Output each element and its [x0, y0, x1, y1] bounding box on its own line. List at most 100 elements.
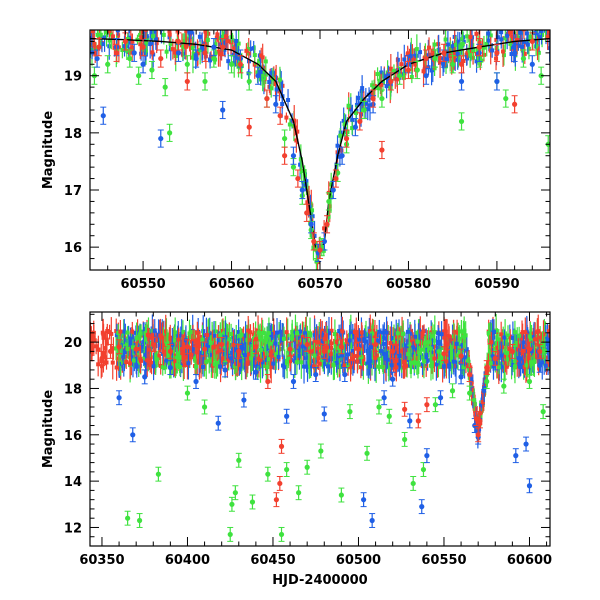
data-point	[197, 359, 202, 364]
data-point	[520, 44, 525, 49]
data-point	[467, 48, 472, 53]
data-point	[308, 221, 314, 227]
data-point	[207, 352, 212, 357]
data-point	[173, 50, 178, 55]
data-point	[487, 353, 492, 358]
data-point	[183, 43, 188, 48]
data-point	[187, 331, 192, 336]
data-point	[515, 360, 520, 365]
data-point	[153, 338, 158, 343]
dense-points	[90, 30, 550, 270]
data-point	[322, 337, 327, 342]
data-point	[92, 42, 97, 47]
data-point	[111, 346, 116, 351]
data-point	[180, 329, 185, 334]
data-point	[461, 58, 466, 63]
data-point	[267, 357, 272, 362]
data-point	[540, 360, 545, 365]
data-point	[311, 238, 317, 245]
data-point	[141, 330, 146, 335]
data-point	[445, 57, 450, 62]
data-point	[205, 333, 210, 338]
data-point	[198, 48, 203, 53]
data-point	[182, 355, 187, 360]
data-point	[336, 346, 341, 351]
data-point	[236, 457, 242, 463]
data-point	[201, 404, 208, 410]
data-point	[426, 340, 431, 345]
data-point	[524, 31, 529, 36]
data-point	[304, 341, 310, 348]
data-point	[258, 337, 263, 342]
data-point	[463, 362, 468, 367]
data-point	[395, 331, 400, 336]
data-point	[175, 50, 182, 56]
data-point	[507, 346, 512, 351]
data-point	[336, 353, 341, 358]
data-point	[189, 352, 194, 357]
data-point	[263, 336, 268, 341]
data-point	[148, 354, 153, 359]
data-point	[212, 344, 217, 349]
data-point	[143, 360, 148, 365]
data-point	[372, 83, 377, 88]
data-point	[369, 345, 374, 350]
data-point	[162, 84, 168, 90]
data-point	[130, 39, 135, 44]
data-point	[122, 350, 127, 355]
data-point	[145, 358, 150, 363]
data-point	[531, 335, 536, 340]
data-point	[378, 340, 383, 345]
data-point	[362, 338, 367, 343]
data-point	[100, 113, 106, 119]
data-point	[486, 31, 491, 36]
data-point	[277, 480, 283, 487]
data-point	[501, 53, 506, 58]
data-point	[299, 342, 304, 347]
data-point	[284, 330, 289, 335]
data-point	[467, 390, 473, 396]
data-point	[465, 51, 470, 56]
data-point	[491, 364, 496, 369]
data-point	[522, 365, 527, 370]
data-point	[164, 358, 169, 363]
data-point	[122, 329, 127, 334]
data-point	[166, 352, 171, 357]
data-point	[155, 471, 162, 477]
data-point	[244, 338, 249, 343]
data-point	[126, 338, 131, 343]
data-point	[252, 350, 257, 355]
data-point	[442, 335, 447, 340]
data-point	[212, 362, 217, 367]
data-point	[271, 330, 276, 335]
data-point	[409, 74, 414, 79]
data-point	[325, 345, 330, 350]
data-point	[201, 329, 206, 334]
data-point	[467, 371, 473, 378]
data-point	[516, 356, 521, 361]
data-point	[167, 348, 173, 354]
data-point	[148, 42, 153, 47]
data-point	[490, 48, 495, 53]
data-point	[101, 335, 106, 340]
data-point	[181, 346, 186, 351]
data-point	[522, 51, 527, 56]
data-point	[212, 333, 217, 338]
data-point	[536, 329, 541, 334]
data-point	[266, 331, 271, 336]
data-point	[524, 363, 529, 368]
data-point	[219, 358, 224, 363]
data-point	[313, 340, 318, 345]
data-point	[220, 107, 226, 113]
data-point	[401, 75, 406, 80]
data-point	[273, 359, 278, 364]
data-point	[516, 35, 521, 40]
data-point	[118, 329, 123, 334]
data-point	[462, 355, 467, 360]
data-point	[99, 359, 104, 364]
data-point	[310, 208, 315, 213]
data-point	[322, 226, 327, 231]
data-point	[160, 335, 165, 340]
data-point	[269, 365, 274, 370]
data-point	[253, 337, 258, 342]
